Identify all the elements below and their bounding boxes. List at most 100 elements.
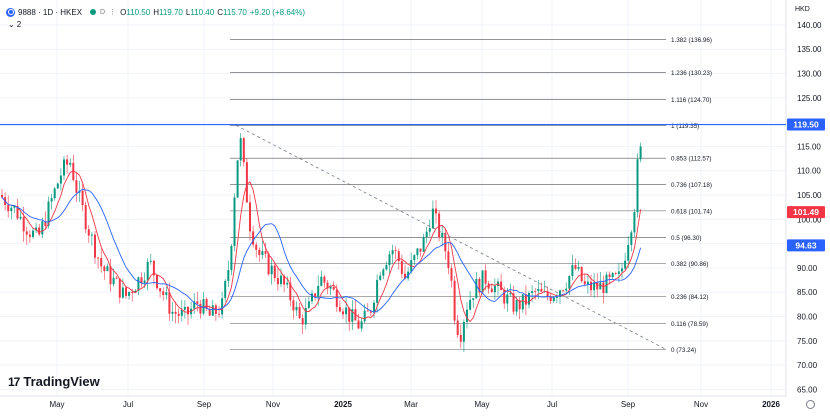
candle-body bbox=[376, 279, 379, 303]
candle-body bbox=[270, 265, 273, 275]
fib-level-label: 1 (119.35) bbox=[671, 123, 699, 130]
price-tick-label: 100.00 bbox=[797, 215, 822, 224]
price-tick-label: 135.00 bbox=[797, 45, 822, 54]
time-tick-label: Jul bbox=[547, 400, 557, 409]
candle-body bbox=[149, 260, 152, 262]
fib-level-label: 0.236 (84.12) bbox=[671, 294, 708, 301]
candle-body bbox=[236, 160, 239, 198]
candle-body bbox=[134, 290, 137, 293]
candle-body bbox=[255, 244, 258, 250]
price-tick-label: 80.00 bbox=[797, 313, 818, 322]
fib-level-label: 0.736 (107.18) bbox=[671, 182, 712, 189]
candle-body bbox=[314, 293, 317, 297]
candle-body bbox=[218, 313, 220, 315]
candle-body bbox=[156, 275, 158, 289]
candle-body bbox=[84, 205, 87, 230]
fib-level-label: 0.5 (96.30) bbox=[671, 235, 701, 242]
price-tick-label: 105.00 bbox=[797, 191, 822, 200]
candle-body bbox=[47, 201, 50, 226]
candle-body bbox=[121, 287, 124, 298]
candle-body bbox=[224, 280, 227, 299]
candle-body bbox=[97, 257, 100, 259]
fib-level-label: 1.382 (136.96) bbox=[671, 37, 712, 44]
candle-body bbox=[56, 183, 59, 189]
candle-body bbox=[537, 288, 540, 292]
candle-body bbox=[593, 282, 596, 291]
candle-body bbox=[444, 232, 447, 252]
candle-body bbox=[373, 302, 375, 313]
candle-body bbox=[369, 311, 372, 313]
candle-body bbox=[242, 138, 245, 163]
candle-body bbox=[298, 306, 301, 319]
symbol-title[interactable]: 9888 · 1D · HKEX bbox=[18, 7, 83, 17]
candle-body bbox=[351, 309, 354, 322]
candle-body bbox=[388, 254, 391, 266]
tradingview-watermark[interactable]: 17 TradingView bbox=[8, 374, 100, 389]
candle-body bbox=[267, 253, 270, 275]
price-badge bbox=[787, 239, 825, 252]
candle-body bbox=[199, 303, 202, 314]
candle-body bbox=[295, 306, 298, 311]
candle-body bbox=[63, 159, 65, 176]
candle-body bbox=[611, 273, 614, 278]
candle-body bbox=[419, 248, 422, 252]
candle-body bbox=[304, 307, 307, 325]
candle-body bbox=[159, 288, 162, 292]
symbol-legend: 9888 · 1D · HKEX D ⋮ O110.50 H119.70 L11… bbox=[6, 5, 305, 19]
candle-body bbox=[53, 188, 56, 199]
candle-body bbox=[478, 278, 481, 293]
candle-body bbox=[183, 306, 186, 310]
candle-body bbox=[289, 282, 292, 301]
price-tick-label: 70.00 bbox=[797, 361, 818, 370]
price-tick-label: 125.00 bbox=[797, 94, 822, 103]
candle-body bbox=[94, 234, 96, 258]
price-tick-label: 75.00 bbox=[797, 337, 818, 346]
fib-level-label: 0 (73.24) bbox=[671, 347, 696, 354]
market-status-icon bbox=[90, 9, 97, 15]
candle-body bbox=[599, 282, 602, 290]
time-tick-label: Sep bbox=[621, 400, 636, 409]
candle-body bbox=[171, 311, 174, 314]
candle-body bbox=[552, 297, 555, 302]
indicator-count: 2 bbox=[16, 20, 22, 29]
candle-body bbox=[168, 292, 171, 314]
candle-body bbox=[187, 306, 189, 315]
trend-line bbox=[235, 124, 667, 350]
candle-body bbox=[435, 208, 437, 214]
time-tick-label: May bbox=[474, 400, 489, 409]
currency-label[interactable]: HKD bbox=[795, 6, 810, 13]
candle-body bbox=[583, 281, 586, 285]
candle-body bbox=[245, 162, 248, 203]
time-tick-label: Jul bbox=[123, 400, 133, 409]
fib-level-label: 1.116 (124.70) bbox=[671, 97, 712, 104]
candle-body bbox=[329, 286, 332, 289]
candle-body bbox=[106, 266, 109, 272]
candle-body bbox=[608, 274, 611, 278]
low-value: L110.40 bbox=[185, 7, 215, 17]
candle-body bbox=[221, 298, 224, 315]
candle-body bbox=[196, 301, 199, 304]
candle-body bbox=[152, 260, 155, 276]
candle-body bbox=[469, 299, 472, 310]
candle-body bbox=[103, 266, 106, 272]
candle-body bbox=[509, 293, 512, 295]
candle-body bbox=[614, 273, 617, 274]
candle-body bbox=[379, 275, 382, 280]
candle-body bbox=[617, 271, 620, 274]
candle-body bbox=[227, 270, 230, 281]
candle-body bbox=[75, 180, 78, 193]
candle-body bbox=[385, 265, 388, 270]
candle-body bbox=[391, 250, 394, 255]
candle-body bbox=[345, 307, 348, 315]
indicators-toggle[interactable]: ⌄ 2 bbox=[5, 19, 24, 30]
candle-body bbox=[128, 291, 131, 296]
candle-body bbox=[276, 278, 279, 285]
candle-body bbox=[546, 291, 549, 297]
fib-level-label: 1.236 (130.23) bbox=[671, 70, 712, 77]
candle-body bbox=[416, 248, 419, 256]
candle-body bbox=[162, 291, 165, 296]
settings-gear-icon[interactable] bbox=[806, 400, 815, 409]
menu-dots-icon[interactable]: ⋮ bbox=[109, 9, 117, 16]
